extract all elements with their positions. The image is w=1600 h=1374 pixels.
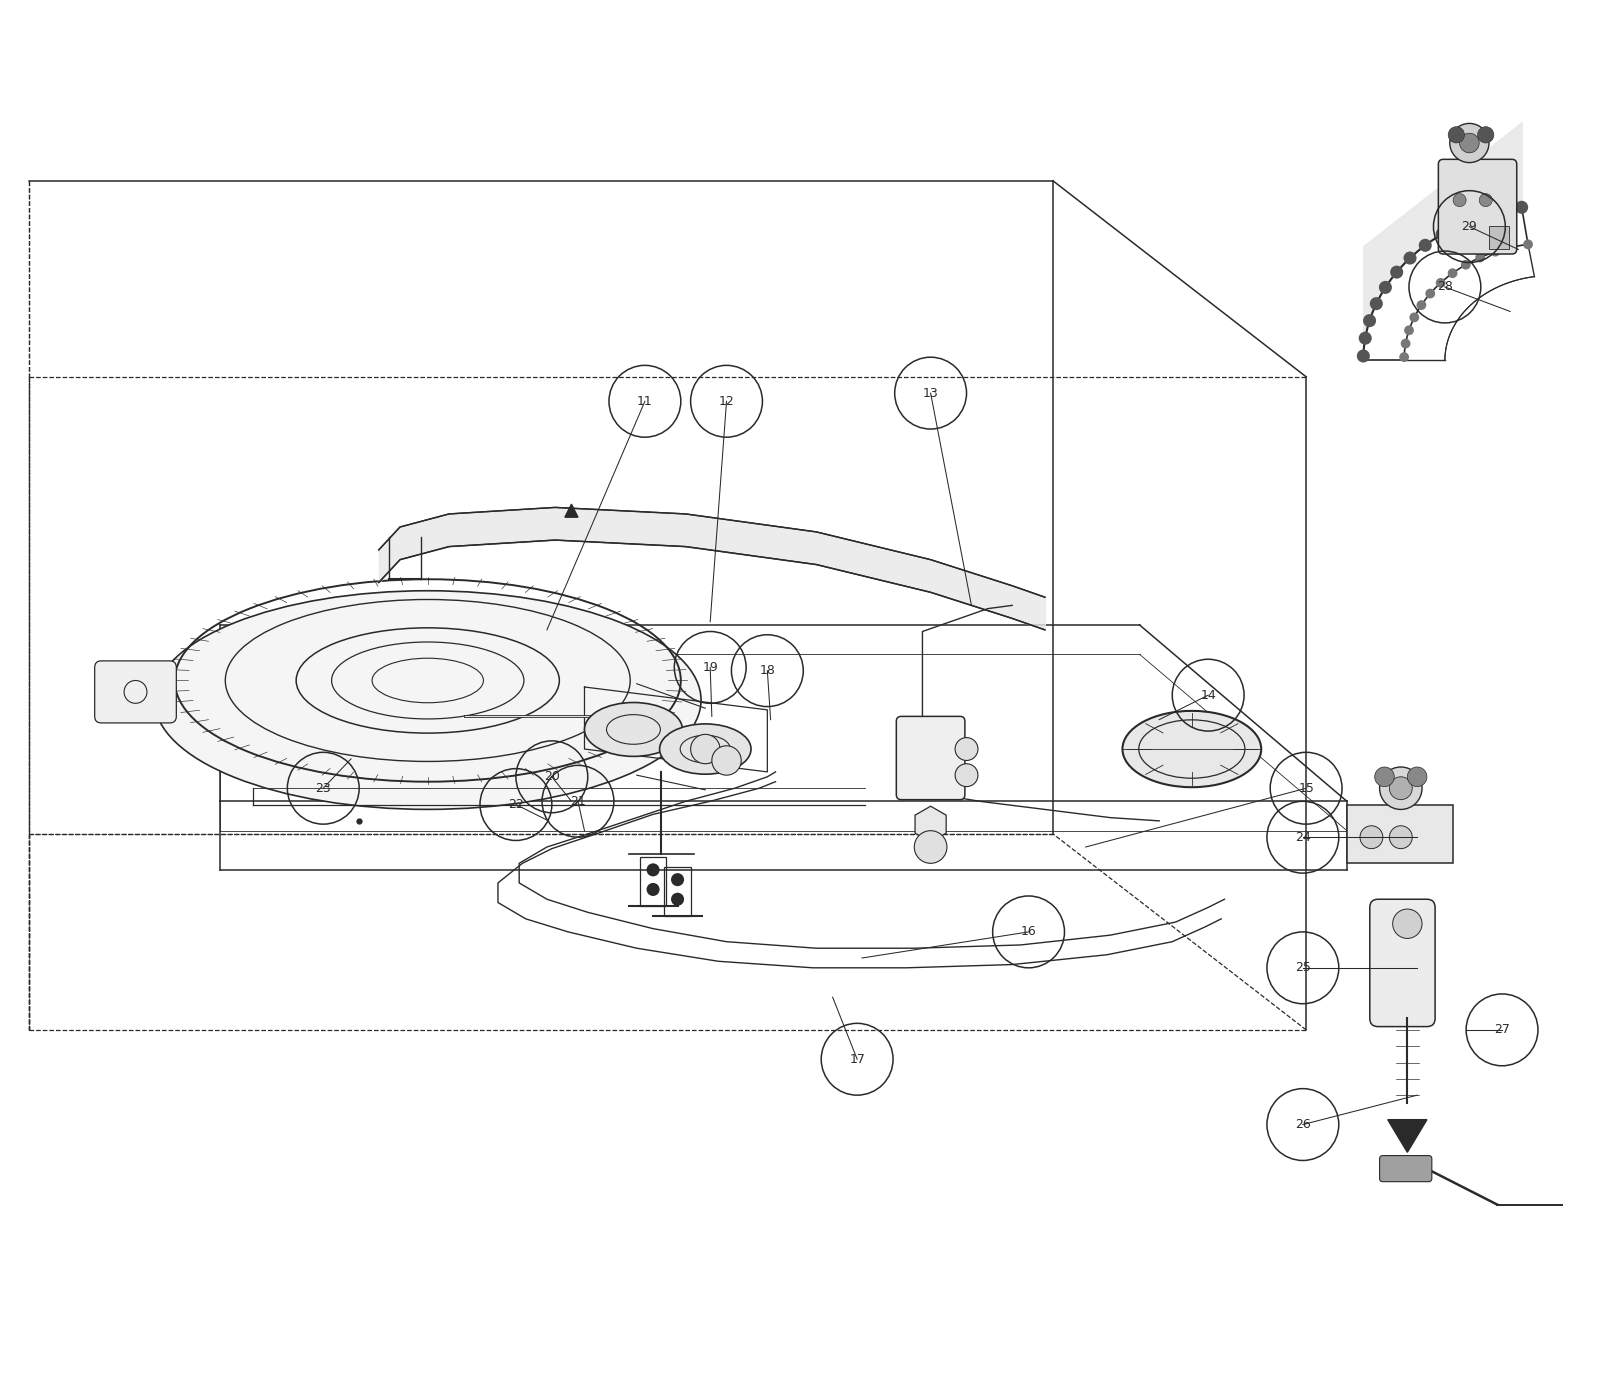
Circle shape	[1405, 326, 1414, 335]
Bar	[1490, 227, 1509, 249]
Text: 23: 23	[315, 782, 331, 794]
Circle shape	[1453, 194, 1466, 206]
Text: 13: 13	[923, 386, 939, 400]
Circle shape	[1448, 126, 1464, 143]
Circle shape	[1363, 315, 1376, 327]
Text: 27: 27	[1494, 1024, 1510, 1036]
Circle shape	[1477, 126, 1494, 143]
Ellipse shape	[659, 724, 750, 774]
Text: 17: 17	[850, 1052, 866, 1066]
Circle shape	[914, 831, 947, 863]
FancyBboxPatch shape	[896, 716, 965, 800]
Polygon shape	[915, 807, 946, 842]
Circle shape	[1523, 239, 1533, 249]
Circle shape	[1435, 228, 1448, 240]
Circle shape	[1389, 776, 1413, 800]
Bar	[664, 867, 691, 915]
Text: 22: 22	[509, 798, 523, 811]
Text: 19: 19	[702, 661, 718, 673]
Ellipse shape	[1123, 710, 1261, 787]
Circle shape	[1419, 239, 1432, 251]
Circle shape	[1358, 331, 1371, 345]
FancyBboxPatch shape	[1379, 1156, 1432, 1182]
Circle shape	[1357, 349, 1370, 363]
Circle shape	[670, 893, 685, 905]
Polygon shape	[565, 504, 578, 517]
Circle shape	[1494, 205, 1507, 217]
Circle shape	[1416, 300, 1426, 311]
Bar	[640, 857, 666, 905]
Circle shape	[1426, 289, 1435, 298]
FancyBboxPatch shape	[1438, 159, 1517, 254]
Circle shape	[1450, 124, 1490, 162]
Circle shape	[1389, 826, 1413, 849]
Circle shape	[1478, 194, 1493, 206]
Circle shape	[1474, 210, 1486, 224]
Circle shape	[1400, 352, 1410, 361]
FancyBboxPatch shape	[1370, 899, 1435, 1026]
Text: 28: 28	[1437, 280, 1453, 294]
Text: 12: 12	[718, 394, 734, 408]
Circle shape	[1454, 218, 1467, 231]
Circle shape	[1410, 312, 1419, 323]
Circle shape	[1379, 767, 1422, 809]
Circle shape	[1400, 338, 1411, 349]
Ellipse shape	[155, 591, 701, 809]
Circle shape	[1374, 767, 1394, 786]
Circle shape	[1435, 278, 1445, 287]
Text: 24: 24	[1294, 831, 1310, 844]
Text: 16: 16	[1021, 926, 1037, 938]
Circle shape	[1392, 910, 1422, 938]
Circle shape	[1370, 297, 1382, 311]
Circle shape	[712, 746, 741, 775]
Circle shape	[691, 734, 720, 764]
Text: 20: 20	[544, 771, 560, 783]
Circle shape	[1475, 253, 1485, 262]
Text: 11: 11	[637, 394, 653, 408]
Circle shape	[1461, 260, 1470, 269]
Text: 18: 18	[760, 664, 776, 677]
Text: 14: 14	[1200, 688, 1216, 702]
Circle shape	[955, 738, 978, 760]
Text: 29: 29	[1461, 220, 1477, 234]
Circle shape	[1403, 251, 1416, 265]
Circle shape	[1491, 247, 1501, 257]
Text: 15: 15	[1298, 782, 1314, 794]
Circle shape	[1448, 268, 1458, 278]
Circle shape	[1459, 133, 1478, 153]
Circle shape	[646, 863, 659, 877]
Polygon shape	[1387, 1120, 1427, 1153]
Text: 25: 25	[1294, 962, 1310, 974]
Text: 21: 21	[570, 794, 586, 808]
Polygon shape	[1347, 805, 1453, 863]
Text: 26: 26	[1294, 1118, 1310, 1131]
Ellipse shape	[584, 702, 683, 757]
Circle shape	[670, 872, 685, 886]
Circle shape	[646, 883, 659, 896]
Circle shape	[1515, 201, 1528, 214]
Circle shape	[1390, 265, 1403, 279]
Circle shape	[1360, 826, 1382, 849]
Circle shape	[1507, 242, 1517, 253]
FancyBboxPatch shape	[94, 661, 176, 723]
Circle shape	[1408, 767, 1427, 786]
Circle shape	[955, 764, 978, 786]
Circle shape	[1379, 280, 1392, 294]
